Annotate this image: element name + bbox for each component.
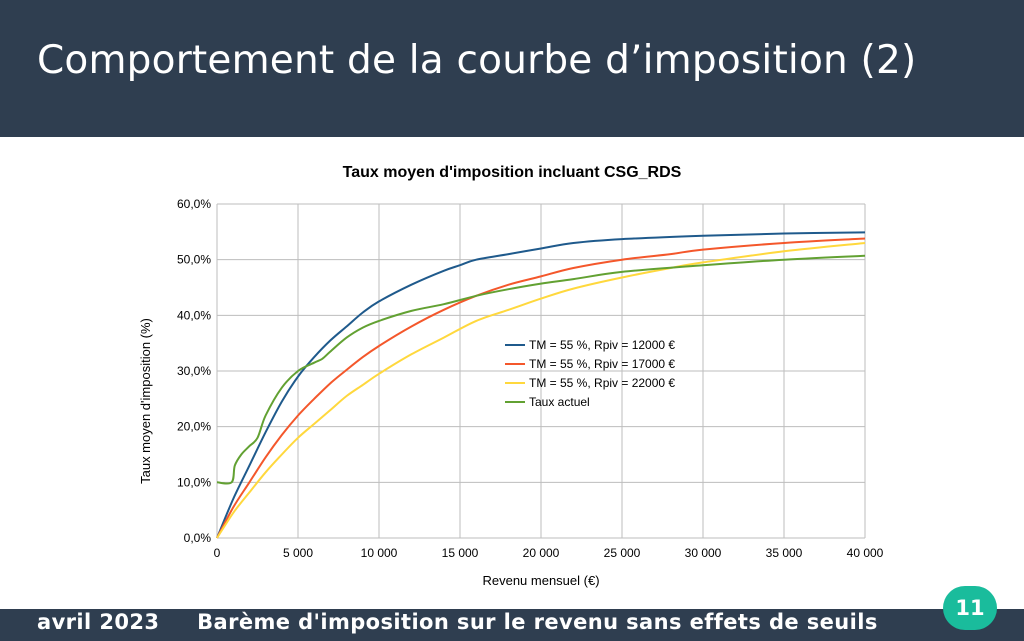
- chart-title: Taux moyen d'imposition incluant CSG_RDS: [343, 164, 682, 181]
- grid: [216, 203, 866, 539]
- x-tick-label: 0: [214, 546, 221, 560]
- series-line-2: [216, 237, 866, 539]
- x-tick-label: 5 000: [283, 546, 313, 560]
- y-tick-label: 40,0%: [177, 308, 211, 322]
- y-tick-label: 0,0%: [184, 531, 212, 545]
- legend-label: TM = 55 %, Rpiv = 17000 €: [529, 357, 675, 371]
- y-tick-label: 30,0%: [177, 364, 211, 378]
- footer-date: avril 2023: [37, 610, 160, 634]
- line-chart: Taux moyen d'imposition incluant CSG_RDS…: [138, 164, 884, 588]
- x-tick-label: 30 000: [685, 546, 722, 560]
- slide-footer: avril 2023 Barème d'imposition sur le re…: [0, 609, 1024, 641]
- x-tick-label: 25 000: [604, 546, 641, 560]
- slide-title: Comportement de la courbe d’imposition (…: [37, 38, 917, 83]
- y-tick-label: 50,0%: [177, 253, 211, 267]
- slide-header: Comportement de la courbe d’imposition (…: [0, 0, 1024, 137]
- footer-text: avril 2023 Barème d'imposition sur le re…: [37, 610, 878, 634]
- footer-subject: Barème d'imposition sur le revenu sans e…: [197, 610, 878, 634]
- x-tick-label: 35 000: [766, 546, 803, 560]
- series-lines: [216, 231, 866, 539]
- legend-label: TM = 55 %, Rpiv = 12000 €: [529, 338, 675, 352]
- series-line-1: [216, 231, 866, 539]
- x-tick-label: 20 000: [523, 546, 560, 560]
- y-axis-label: Taux moyen d'imposition (%): [138, 318, 153, 484]
- x-tick-label: 15 000: [442, 546, 479, 560]
- legend: TM = 55 %, Rpiv = 12000 € TM = 55 %, Rpiv…: [505, 338, 675, 409]
- y-tick-label: 60,0%: [177, 197, 211, 211]
- legend-label: TM = 55 %, Rpiv = 22000 €: [529, 376, 675, 390]
- x-tick-label: 40 000: [847, 546, 884, 560]
- series-line-4: [216, 254, 866, 485]
- tick-labels: 0,0% 10,0% 20,0% 30,0% 40,0% 50,0% 60,0% 0 5 000…: [177, 197, 884, 560]
- y-tick-label: 10,0%: [177, 475, 211, 489]
- chart-area: Taux moyen d'imposition incluant CSG_RDS…: [0, 137, 1024, 607]
- y-tick-label: 20,0%: [177, 420, 211, 434]
- legend-label: Taux actuel: [529, 395, 590, 409]
- x-tick-label: 10 000: [361, 546, 398, 560]
- x-axis-label: Revenu mensuel (€): [482, 573, 599, 588]
- page-number-badge: 11: [943, 586, 997, 630]
